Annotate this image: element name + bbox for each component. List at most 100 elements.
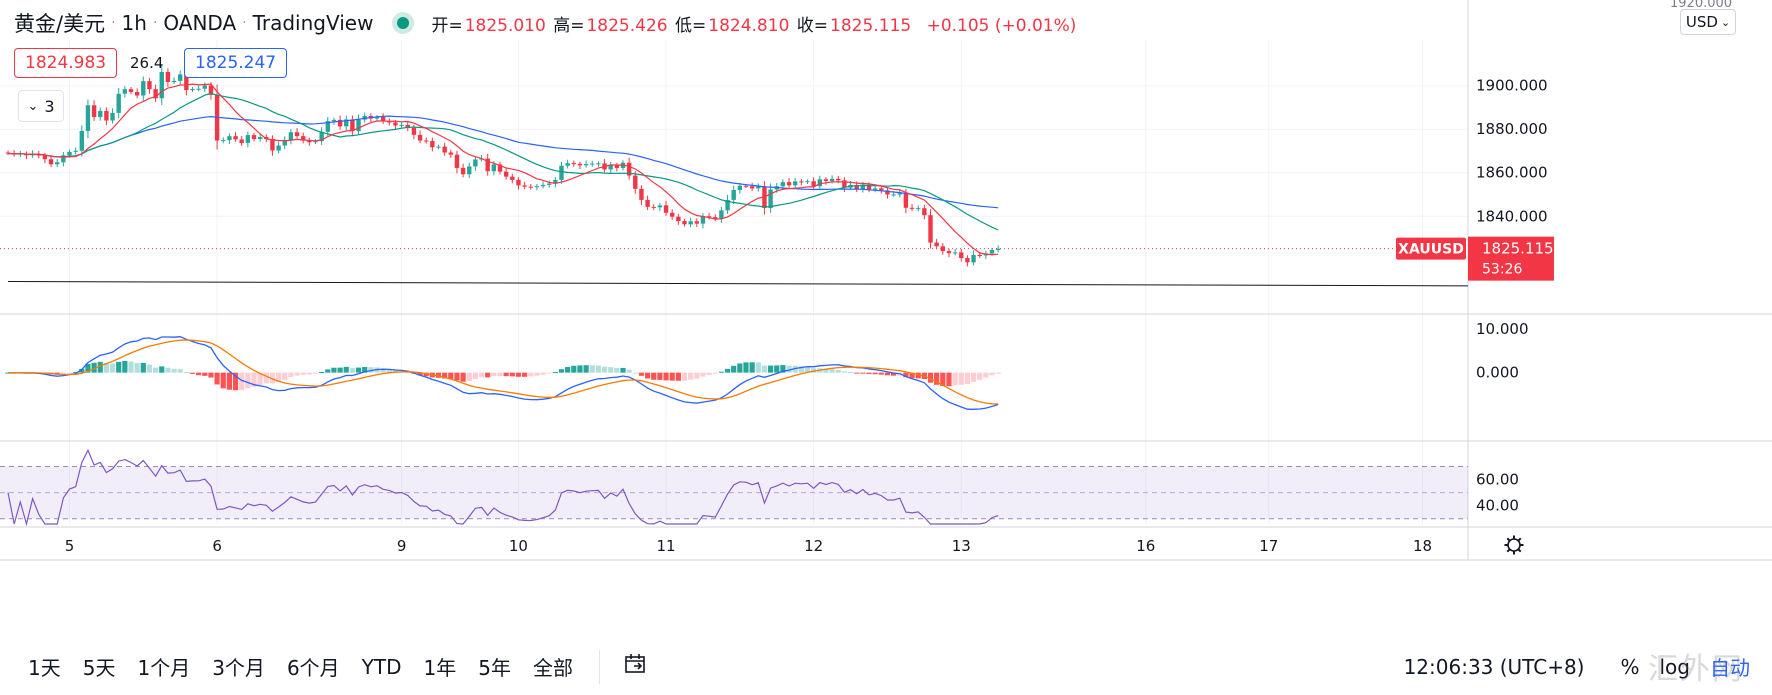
change-value: +0.105 (+0.01%) <box>926 15 1077 36</box>
indicators-toggle-button[interactable]: ⌄ 3 <box>18 90 64 122</box>
macd-histogram-bar <box>737 363 743 373</box>
timezone-clock[interactable]: 12:06:33 (UTC+8) <box>1403 654 1585 679</box>
macd-histogram-bar <box>448 372 454 379</box>
candle-body <box>768 189 773 208</box>
candle-body <box>497 164 503 172</box>
macd-histogram-bar <box>171 368 177 373</box>
candle-body <box>42 155 48 160</box>
candle-body <box>547 183 552 185</box>
candle-body <box>749 186 755 189</box>
candle-body <box>454 154 460 168</box>
right-toolbar: 12:06:33 (UTC+8) % log 自动 <box>1404 638 1772 695</box>
range-5d-button[interactable]: 5天 <box>82 656 116 680</box>
range-ytd-button[interactable]: YTD <box>361 654 402 679</box>
macd-histogram-bar <box>638 372 645 376</box>
interval-label[interactable]: 1h <box>121 11 147 35</box>
low-value: 1824.810 <box>708 15 790 36</box>
macd-histogram-bar <box>964 372 970 385</box>
macd-histogram-bar <box>312 372 319 374</box>
ma-slow-line <box>7 115 999 209</box>
range-3m-button[interactable]: 3个月 <box>212 656 265 680</box>
candle-body <box>344 119 349 127</box>
candle-body <box>85 105 91 131</box>
macd-histogram-bar <box>153 367 159 373</box>
macd-histogram-bar <box>515 372 522 377</box>
range-5y-button[interactable]: 5年 <box>478 656 511 680</box>
price-axis-label: 1880.000 <box>1476 120 1548 138</box>
macd-histogram-bar <box>577 365 583 373</box>
candle-body <box>393 122 398 126</box>
candle-body <box>565 163 570 166</box>
range-all-button[interactable]: 全部 <box>532 656 573 680</box>
macd-histogram-bar <box>608 367 614 373</box>
macd-histogram-bar <box>632 372 638 374</box>
range-6m-button[interactable]: 6个月 <box>286 656 340 680</box>
candle-body <box>694 221 699 224</box>
candle-body <box>98 110 103 118</box>
candle-body <box>645 199 650 207</box>
candle-body <box>221 140 226 142</box>
macd-histogram-bar <box>909 372 915 379</box>
goto-date-icon[interactable] <box>622 651 648 682</box>
macd-histogram-bar <box>534 372 540 376</box>
symbol-name[interactable]: 黄金/美元 <box>14 12 106 36</box>
candle-body <box>79 130 84 151</box>
close-value: 1825.115 <box>830 15 912 36</box>
macd-histogram-bar <box>546 372 552 374</box>
candle-body <box>239 139 244 143</box>
candle-body <box>909 207 915 209</box>
separator-dot: · <box>152 15 158 31</box>
range-1m-button[interactable]: 1个月 <box>137 656 191 680</box>
macd-histogram-bar <box>226 372 232 390</box>
sell-price-button[interactable]: 1824.983 <box>14 48 118 78</box>
symbol-tag: XAUUSD <box>1398 242 1464 258</box>
macd-histogram-bar <box>540 372 546 375</box>
candle-body <box>301 136 306 141</box>
candle-body <box>171 80 177 82</box>
macd-histogram-bar <box>940 372 946 387</box>
macd-histogram-bar <box>903 372 909 378</box>
candle-body <box>799 181 804 183</box>
chevron-down-icon: ⌄ <box>27 98 39 114</box>
range-1y-button[interactable]: 1年 <box>423 656 457 680</box>
bottom-toolbar: 1天 5天 1个月 3个月 6个月 YTD 1年 5年 全部 12:06:33 … <box>0 638 1772 695</box>
macd-histogram-bar <box>792 365 798 373</box>
macd-histogram-bar <box>208 372 214 378</box>
market-open-icon <box>397 17 410 29</box>
candle-body <box>706 216 712 218</box>
range-1d-button[interactable]: 1天 <box>28 656 61 680</box>
macd-histogram-bar <box>915 372 921 379</box>
macd-histogram-bar <box>731 365 737 373</box>
macd-histogram-bar <box>645 372 651 379</box>
settings-gear-icon[interactable] <box>1504 535 1524 555</box>
candle-body <box>245 135 251 143</box>
auto-scale-toggle[interactable]: 自动 <box>1710 656 1750 680</box>
candle-body <box>793 181 798 186</box>
candle-body <box>971 254 976 263</box>
macd-histogram-bar <box>478 372 485 378</box>
symbol-tag-bg <box>1396 237 1466 260</box>
macd-histogram-bar <box>601 366 608 373</box>
macd-histogram-bar <box>558 369 565 373</box>
macd-histogram-bar <box>718 371 724 373</box>
log-toggle[interactable]: log <box>1659 654 1691 679</box>
buy-price-button[interactable]: 1825.247 <box>184 48 288 78</box>
currency-select[interactable]: USD ⌄ <box>1680 9 1736 35</box>
macd-histogram-bar <box>663 372 669 381</box>
rsi-axis-label: 60.00 <box>1476 471 1519 489</box>
time-axis-label: 13 <box>952 537 971 555</box>
separator-dot: · <box>242 15 247 31</box>
candle-body <box>380 117 386 122</box>
macd-histogram-bar <box>159 366 165 373</box>
candle-body <box>196 88 201 90</box>
candle-body <box>596 163 601 165</box>
macd-histogram-bar <box>214 372 220 385</box>
candle-body <box>583 164 589 166</box>
candle-body <box>5 152 11 154</box>
percent-toggle[interactable]: % <box>1620 654 1640 679</box>
candle-body <box>688 221 693 225</box>
macd-histogram-bar <box>700 372 706 377</box>
candle-body <box>651 206 656 208</box>
candle-body <box>700 216 706 224</box>
